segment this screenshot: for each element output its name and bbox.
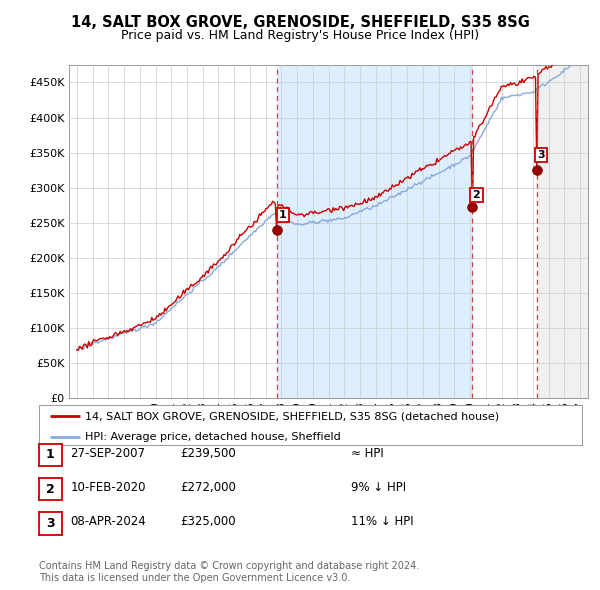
Text: Price paid vs. HM Land Registry's House Price Index (HPI): Price paid vs. HM Land Registry's House … <box>121 30 479 42</box>
Text: 2: 2 <box>473 190 481 200</box>
Text: 9% ↓ HPI: 9% ↓ HPI <box>351 481 406 494</box>
Text: 14, SALT BOX GROVE, GRENOSIDE, SHEFFIELD, S35 8SG: 14, SALT BOX GROVE, GRENOSIDE, SHEFFIELD… <box>71 15 529 30</box>
Text: £239,500: £239,500 <box>180 447 236 460</box>
Bar <box>277 65 472 398</box>
Text: 3: 3 <box>538 150 545 160</box>
Text: 27-SEP-2007: 27-SEP-2007 <box>70 447 145 460</box>
Text: £325,000: £325,000 <box>180 515 236 528</box>
Text: 10-FEB-2020: 10-FEB-2020 <box>70 481 146 494</box>
Text: ≈ HPI: ≈ HPI <box>351 447 384 460</box>
Text: 3: 3 <box>46 517 55 530</box>
Text: £272,000: £272,000 <box>180 481 236 494</box>
Text: 1: 1 <box>46 448 55 461</box>
Text: 11% ↓ HPI: 11% ↓ HPI <box>351 515 413 528</box>
Text: HPI: Average price, detached house, Sheffield: HPI: Average price, detached house, Shef… <box>85 432 341 442</box>
Text: Contains HM Land Registry data © Crown copyright and database right 2024.
This d: Contains HM Land Registry data © Crown c… <box>39 561 419 583</box>
Bar <box>537 65 588 398</box>
Text: 1: 1 <box>279 209 287 219</box>
Text: 14, SALT BOX GROVE, GRENOSIDE, SHEFFIELD, S35 8SG (detached house): 14, SALT BOX GROVE, GRENOSIDE, SHEFFIELD… <box>85 411 499 421</box>
Text: 2: 2 <box>46 483 55 496</box>
Text: 08-APR-2024: 08-APR-2024 <box>70 515 146 528</box>
